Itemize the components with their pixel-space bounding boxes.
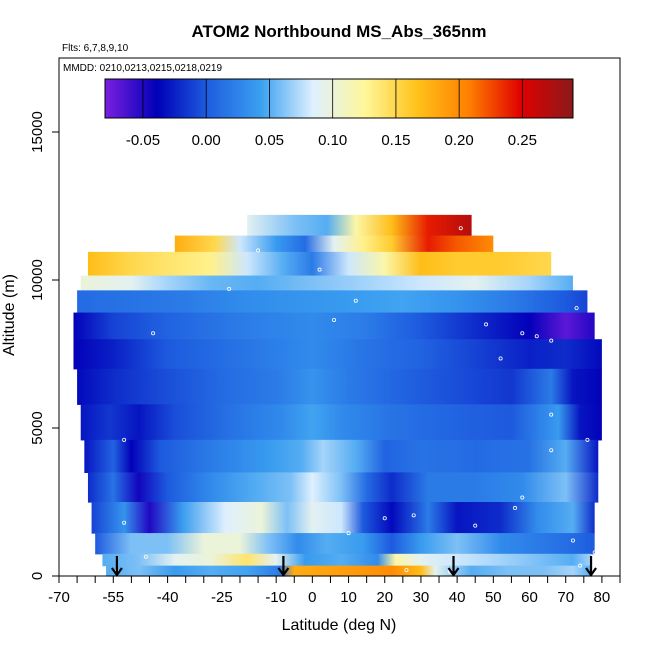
data-point xyxy=(256,248,261,253)
heatmap-row xyxy=(80,404,602,441)
data-point xyxy=(578,563,583,568)
data-point xyxy=(520,331,525,336)
y-tick-label: 15000 xyxy=(29,111,46,153)
heatmap-row xyxy=(80,275,573,291)
heatmap-row xyxy=(87,251,552,277)
data-point xyxy=(382,516,387,521)
y-tick-label: 10000 xyxy=(29,259,46,301)
colorbar-tick-label: 0.00 xyxy=(192,132,221,149)
y-tick-label: 5000 xyxy=(29,411,46,444)
data-point xyxy=(592,550,597,555)
heatmap-row xyxy=(73,339,602,370)
data-point xyxy=(227,286,232,291)
profile-arrows xyxy=(111,556,597,577)
data-point xyxy=(534,334,539,339)
x-axis-label: Latitude (deg N) xyxy=(282,617,397,634)
data-point xyxy=(549,338,554,343)
heatmap-row xyxy=(87,472,599,503)
colorbar-tick-label: 0.05 xyxy=(255,132,284,149)
data-point xyxy=(411,513,416,518)
arrow-head xyxy=(111,567,123,577)
data-point xyxy=(585,437,590,442)
x-tick-label: 0 xyxy=(308,589,316,606)
flights-label: Flts: 6,7,8,9,10 xyxy=(62,43,129,54)
heatmap-row xyxy=(95,533,595,555)
data-point xyxy=(498,356,503,361)
data-point xyxy=(122,520,127,525)
arrow-head xyxy=(585,567,597,577)
heatmap-row xyxy=(106,565,592,577)
data-point xyxy=(549,412,554,417)
data-point xyxy=(143,554,148,559)
data-point xyxy=(151,331,156,336)
data-point xyxy=(473,523,478,528)
data-point xyxy=(317,267,322,272)
x-tick-label: -10 xyxy=(265,589,287,606)
colorbar-tick-label: -0.05 xyxy=(126,132,160,149)
data-point xyxy=(404,568,409,573)
x-tick-label: 80 xyxy=(594,589,611,606)
x-tick-label: -70 xyxy=(48,589,70,606)
data-point xyxy=(570,538,575,543)
y-tick-label: 0 xyxy=(29,572,46,580)
arrow-head xyxy=(447,567,460,577)
chart-title: ATOM2 Northbound MS_Abs_365nm xyxy=(191,22,486,41)
x-tick-label: -40 xyxy=(157,589,179,606)
x-axis: -70 -55 -40 -25 -10 0 10 20 30 40 50 60 70 80 xyxy=(48,575,621,606)
y-axis: 0 5000 10000 15000 xyxy=(29,111,59,580)
data-point xyxy=(549,448,554,453)
heatmap-row xyxy=(73,312,595,340)
data-point xyxy=(346,531,351,536)
data-point xyxy=(234,227,239,232)
x-tick-label: 50 xyxy=(485,589,502,606)
heatmap-row xyxy=(174,235,494,253)
colorbar-tick-label: 0.25 xyxy=(508,132,537,149)
arrow-head xyxy=(277,567,290,577)
heatmap-row xyxy=(247,214,472,237)
x-tick-label: 70 xyxy=(557,589,574,606)
data-point xyxy=(353,298,358,303)
heatmap-row xyxy=(77,290,588,314)
x-tick-label: 40 xyxy=(449,589,466,606)
data-point xyxy=(484,322,489,327)
colorbar-tick-label: 0.20 xyxy=(445,132,474,149)
data-point xyxy=(520,495,525,500)
heatmap-area xyxy=(73,214,602,577)
x-tick-label: 10 xyxy=(340,589,357,606)
colorbar-tick-label: 0.10 xyxy=(318,132,347,149)
y-axis-label: Altitude (m) xyxy=(1,274,18,356)
colorbar: -0.05 0.00 0.05 0.10 0.15 0.20 0.25 xyxy=(104,78,574,149)
data-point xyxy=(513,505,518,510)
heatmap-row xyxy=(84,439,599,473)
heatmap-row xyxy=(91,502,595,534)
heatmap-row xyxy=(77,368,602,405)
data-point xyxy=(574,306,579,311)
colorbar-tick-label: 0.15 xyxy=(381,132,410,149)
data-point xyxy=(458,226,463,231)
colorbar-gradient xyxy=(104,78,574,119)
x-tick-label: -55 xyxy=(102,589,124,606)
dates-label: MMDD: 0210,0213,0215,0218,0219 xyxy=(63,63,222,74)
x-tick-label: 30 xyxy=(413,589,430,606)
x-tick-label: 60 xyxy=(521,589,538,606)
data-point xyxy=(122,437,127,442)
x-tick-label: -25 xyxy=(211,589,233,606)
data-point xyxy=(332,317,337,322)
x-tick-label: 20 xyxy=(376,589,393,606)
heatmap-row xyxy=(102,553,592,567)
